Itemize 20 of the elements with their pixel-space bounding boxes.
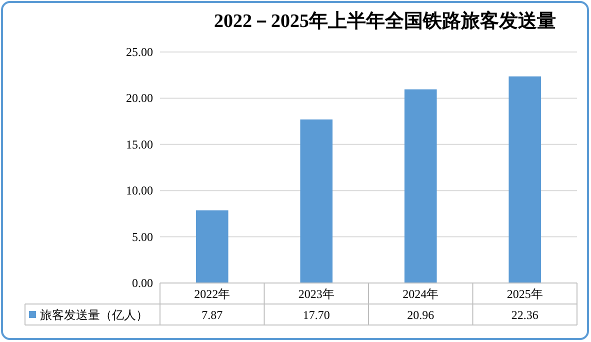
data-label: 7.87 xyxy=(202,308,223,322)
bar xyxy=(508,76,542,283)
y-tick-label: 20.00 xyxy=(126,91,153,106)
x-tick-label: 2024年 xyxy=(402,287,439,301)
bar xyxy=(196,210,228,283)
bar xyxy=(404,89,437,283)
x-tick-label: 2023年 xyxy=(298,287,334,301)
legend-label: 旅客发送量（亿人） xyxy=(40,308,148,322)
y-tick-label: 10.00 xyxy=(126,184,153,198)
x-tick-label: 2025年 xyxy=(506,287,543,301)
y-tick-label: 15.00 xyxy=(126,137,153,152)
data-label: 17.70 xyxy=(302,308,330,322)
y-tick-label: 25.00 xyxy=(126,45,153,59)
data-label: 20.96 xyxy=(407,308,434,322)
y-tick-label: 5.00 xyxy=(132,230,153,244)
bar xyxy=(300,119,333,283)
chart-title: 2022－2025年上半年全国铁路旅客发送量 xyxy=(214,10,556,32)
data-label: 22.36 xyxy=(511,308,538,322)
y-tick-label: 0.00 xyxy=(132,276,153,290)
x-tick-label: 2022年 xyxy=(194,287,230,301)
